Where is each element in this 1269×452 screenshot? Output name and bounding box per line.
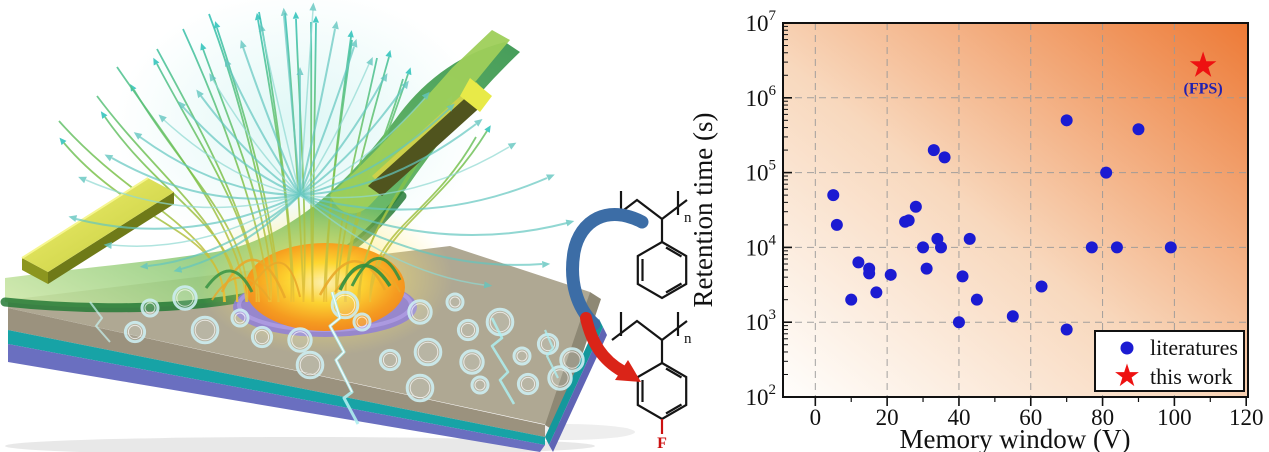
svg-text:40: 40	[947, 405, 970, 430]
left-electrode-side	[48, 192, 174, 284]
svg-text:107: 107	[746, 8, 777, 36]
top-electrode-cap	[460, 78, 492, 112]
svg-text:105: 105	[746, 158, 777, 186]
top-flap-leaf	[330, 30, 510, 214]
top-electrode	[368, 92, 486, 196]
y-axis-label: Retention time (s)	[688, 113, 718, 308]
substrate-purple-layer	[8, 344, 545, 452]
lightning-bolts	[89, 291, 559, 425]
svg-text:60: 60	[1019, 405, 1042, 430]
left-electrode	[21, 177, 174, 284]
y-tick-labels: 102 103 104 105 106 107	[746, 8, 777, 410]
device-illustration	[0, 0, 635, 452]
legend-label-this-work: this work	[1150, 364, 1233, 389]
top-flap	[330, 30, 510, 214]
floor-shadow	[5, 437, 595, 452]
legend: literatures this work	[1094, 330, 1245, 392]
axis-ticks	[783, 22, 1248, 406]
svg-text:104: 104	[746, 232, 777, 260]
legend-label-literatures: literatures	[1150, 335, 1238, 360]
svg-text:100: 100	[1157, 405, 1192, 430]
benzene-ring	[636, 361, 688, 421]
svg-text:102: 102	[746, 382, 777, 410]
chem-structure-ps: n	[611, 191, 692, 300]
data-points	[827, 51, 1217, 336]
svg-text:120: 120	[1229, 405, 1264, 430]
svg-text:103: 103	[746, 307, 777, 335]
svg-text:80: 80	[1091, 405, 1114, 430]
left-electrode-cap	[22, 258, 48, 284]
svg-text:20: 20	[876, 405, 899, 430]
field-arrows	[68, 2, 575, 289]
x-tick-labels: 0 20 40 60 80 100 120	[810, 405, 1264, 430]
transform-arrowhead	[615, 360, 641, 382]
field-arcs	[204, 257, 402, 301]
legend-marker-star	[1115, 363, 1139, 387]
benzene-ring	[636, 240, 688, 300]
plot-gridlines	[783, 23, 1248, 397]
repeat-subscript: n	[684, 331, 692, 347]
x-axis-label: Memory window (V)	[900, 424, 1131, 452]
scatter-chart: 0 20 40 60 80 100 120 102 103 104 105 106 107 Memor…	[688, 8, 1263, 452]
legend-marker-circle	[1120, 341, 1134, 355]
fountain-streaks	[58, 11, 491, 303]
charge-bubbles	[123, 285, 585, 403]
chem-structure-fps: n F	[611, 312, 692, 452]
svg-text:106: 106	[746, 83, 777, 111]
transform-arrow-up	[566, 208, 649, 331]
plot-border	[782, 22, 1249, 398]
left-electrode-top	[22, 178, 174, 272]
fluorine-atom-label: F	[657, 435, 667, 452]
legend-box	[1094, 330, 1245, 392]
substrate-right-teal	[545, 319, 603, 445]
svg-text:0: 0	[810, 405, 822, 430]
chemical-structures: n n F	[566, 191, 692, 452]
transform-arrow-down	[580, 312, 628, 377]
fps-annotation: (FPS)	[1184, 81, 1223, 98]
substrate-right-purple	[549, 327, 607, 452]
substrate-teal-layer	[8, 330, 545, 445]
transformation-arrows	[566, 208, 649, 382]
repeat-subscript: n	[684, 210, 692, 226]
left-electrode-rim	[21, 177, 149, 259]
